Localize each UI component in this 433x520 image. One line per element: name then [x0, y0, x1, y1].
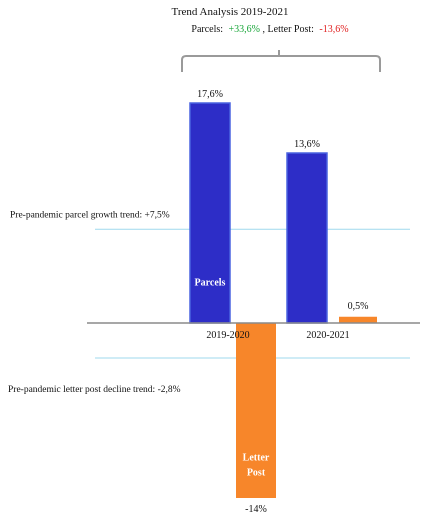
- parcels-value-label-2019-2020: 17,6%: [197, 89, 223, 100]
- subtitle-letter-value: -13,6%: [319, 24, 348, 35]
- category-label-2019-2020: 2019-2020: [206, 330, 249, 341]
- parcels-value-label-2020-2021: 13,6%: [294, 139, 320, 150]
- letter-trend-label: Pre-pandemic letter post decline trend: …: [8, 385, 181, 395]
- letter-post-value-label-2019-2020: -14%: [245, 504, 267, 515]
- subtitle-letter-label: , Letter Post:: [263, 24, 314, 35]
- subtitle-parcels-label: Parcels:: [191, 24, 223, 35]
- subtitle-parcels-value: +33,6%: [229, 24, 260, 35]
- category-label-2020-2021: 2020-2021: [306, 330, 349, 341]
- letter-post-bar-label-line2: Post: [247, 468, 266, 479]
- letter-post-bar-2019-2020: [236, 323, 276, 498]
- letter-post-bar-2020-2021: [339, 316, 377, 323]
- chart-title: Trend Analysis 2019-2021: [172, 6, 289, 18]
- parcels-bar-label: Parcels: [195, 278, 226, 289]
- parcel-trend-label: Pre-pandemic parcel growth trend: +7,5%: [10, 210, 170, 220]
- letter-post-value-label-2020-2021: 0,5%: [348, 301, 369, 312]
- title-bracket: [181, 50, 381, 72]
- parcels-bar-2019-2020: [189, 102, 231, 324]
- parcels-bar-2020-2021: [286, 152, 328, 324]
- letter-post-bar-label-line1: Letter: [243, 453, 270, 464]
- chart-subtitle: Parcels: +33,6% , Letter Post: -13,6%: [191, 24, 348, 35]
